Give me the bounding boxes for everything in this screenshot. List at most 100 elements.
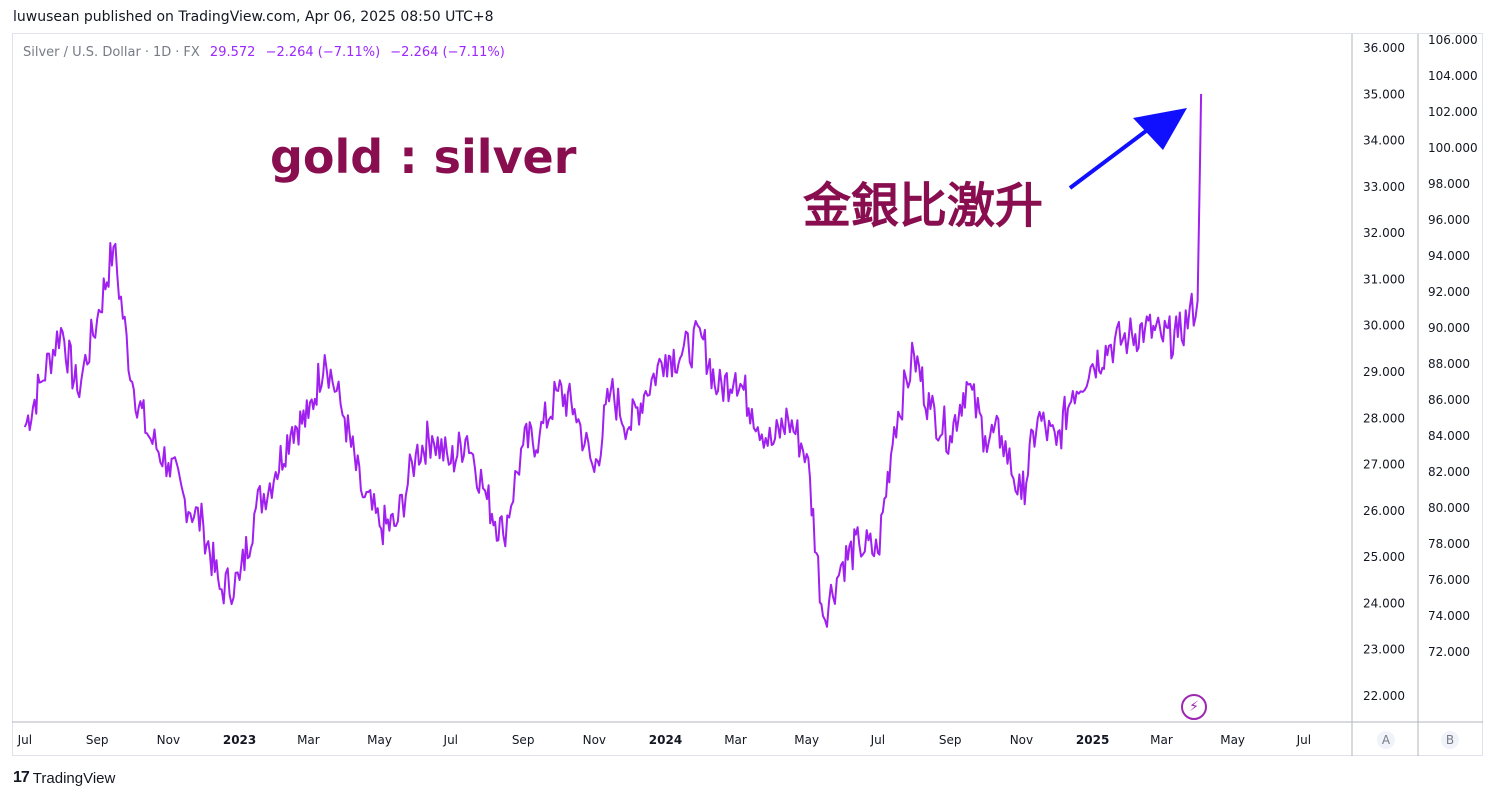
data-point[interactable] [306, 416, 310, 420]
data-point[interactable] [485, 497, 489, 501]
data-point[interactable] [218, 587, 222, 591]
data-point[interactable] [1176, 335, 1180, 339]
data-point[interactable] [254, 506, 258, 510]
data-point[interactable] [948, 434, 952, 438]
data-point[interactable] [449, 461, 453, 465]
data-point[interactable] [805, 452, 809, 456]
data-point[interactable] [521, 443, 525, 447]
data-point[interactable] [378, 524, 382, 528]
data-point[interactable] [201, 524, 205, 528]
x-tick-label: May [367, 733, 392, 747]
data-point[interactable] [928, 407, 932, 411]
data-point[interactable] [274, 470, 278, 474]
y-tick-label: 98.000 [1428, 177, 1470, 191]
data-point[interactable] [465, 434, 469, 438]
auto-scale-button[interactable]: A [1377, 731, 1395, 749]
data-point[interactable] [1071, 389, 1075, 393]
data-point[interactable] [59, 326, 63, 330]
y2-tick-label: 29.000 [1363, 365, 1405, 379]
data-point[interactable] [556, 389, 560, 393]
y2-tick-label: 27.000 [1363, 458, 1405, 472]
arrow-head-icon[interactable] [1133, 108, 1187, 150]
data-point[interactable] [323, 353, 327, 357]
data-point[interactable] [750, 407, 754, 411]
data-point[interactable] [39, 380, 43, 384]
series-line[interactable] [23, 93, 1203, 628]
data-point[interactable] [1159, 335, 1163, 339]
data-point[interactable] [680, 353, 684, 357]
data-point[interactable] [1000, 434, 1004, 438]
data-point[interactable] [394, 524, 398, 528]
data-point[interactable] [290, 425, 294, 429]
annotation-title[interactable]: gold : silver [270, 130, 577, 184]
data-point[interactable] [892, 425, 896, 429]
data-point[interactable] [23, 425, 27, 429]
data-point[interactable] [983, 434, 987, 438]
data-point[interactable] [75, 389, 79, 393]
legend-change: −2.264 (−7.11%) [265, 45, 381, 60]
y2-tick-label: 36.000 [1363, 41, 1405, 55]
data-point[interactable] [857, 542, 861, 546]
data-point[interactable] [876, 551, 880, 555]
x-tick-label: Mar [724, 733, 747, 747]
data-point[interactable] [359, 488, 363, 492]
data-point[interactable] [965, 380, 969, 384]
data-point[interactable] [112, 245, 116, 249]
data-point[interactable] [770, 443, 774, 447]
data-point[interactable] [501, 533, 505, 537]
data-point[interactable] [343, 416, 347, 420]
y-tick-label: 76.000 [1428, 573, 1470, 587]
scale-b-button[interactable]: B [1441, 731, 1459, 749]
data-point[interactable] [912, 353, 916, 357]
y2-tick-label: 23.000 [1363, 643, 1405, 657]
data-point[interactable] [700, 335, 704, 339]
y2-tick-label: 34.000 [1363, 134, 1405, 148]
tradingview-brand[interactable]: 17 TradingView [13, 769, 115, 787]
data-point[interactable] [414, 452, 418, 456]
data-point[interactable] [1143, 326, 1147, 330]
data-point[interactable] [1107, 344, 1111, 348]
legend-interval: 1D [152, 45, 172, 60]
arrow-shaft[interactable] [1068, 126, 1152, 190]
data-point[interactable] [130, 380, 134, 384]
data-point[interactable] [238, 578, 242, 582]
data-point[interactable] [592, 470, 596, 474]
annotation-cjk-label[interactable]: 金銀比激升 [803, 178, 1044, 234]
x-tick-label: 2024 [649, 733, 682, 747]
y2-tick-label: 25.000 [1363, 550, 1405, 564]
y2-tick-label: 32.000 [1363, 226, 1405, 240]
lightning-bolt-icon[interactable]: ⚡ [1181, 694, 1207, 720]
data-point[interactable] [841, 560, 845, 564]
data-point[interactable] [609, 389, 613, 393]
y2-tick-label: 30.000 [1363, 319, 1405, 333]
data-point[interactable] [734, 371, 738, 375]
x-tick-label: Nov [1010, 733, 1033, 747]
data-point[interactable] [786, 416, 790, 420]
data-point[interactable] [1036, 416, 1040, 420]
data-point[interactable] [430, 434, 434, 438]
data-point[interactable] [1196, 299, 1200, 303]
data-point[interactable] [147, 434, 151, 438]
tradingview-logo-icon: 17 [13, 769, 30, 786]
y-tick-label: 92.000 [1428, 285, 1470, 299]
data-point[interactable] [716, 389, 720, 393]
data-point[interactable] [821, 614, 825, 618]
data-point[interactable] [1054, 443, 1058, 447]
data-point[interactable] [627, 425, 631, 429]
data-point[interactable] [1019, 497, 1023, 501]
data-point[interactable] [537, 434, 541, 438]
data-point[interactable] [644, 389, 648, 393]
data-point[interactable] [663, 353, 667, 357]
y-tick-label: 102.000 [1428, 105, 1478, 119]
symbol-legend[interactable]: Silver / U.S. Dollar · 1D · FX 29.572 −2.264… [23, 45, 505, 60]
data-point[interactable] [1091, 362, 1095, 366]
data-point[interactable] [183, 497, 187, 501]
data-point[interactable] [1127, 335, 1131, 339]
data-point[interactable] [1199, 92, 1203, 96]
x-tick-label: Nov [583, 733, 606, 747]
legend-last-price: 29.572 [209, 45, 256, 60]
data-point[interactable] [166, 461, 170, 465]
data-point[interactable] [572, 407, 576, 411]
data-point[interactable] [95, 317, 99, 321]
